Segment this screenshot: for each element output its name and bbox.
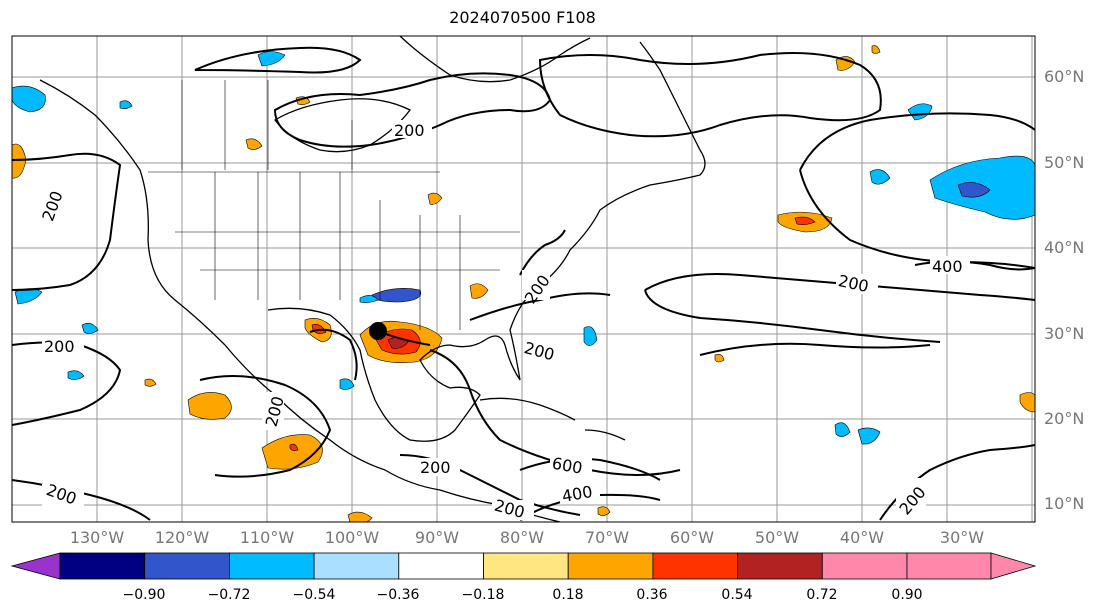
lon-label: 130°W bbox=[69, 528, 125, 547]
colorbar-segment bbox=[737, 552, 823, 580]
lat-label: 50°N bbox=[1044, 153, 1085, 172]
lat-label: 20°N bbox=[1044, 409, 1085, 428]
colorbar-tick-label: −0.90 bbox=[122, 587, 166, 603]
lat-label: 60°N bbox=[1044, 67, 1085, 86]
contour-label: 200 bbox=[44, 337, 75, 356]
colorbar-tick-label: −0.54 bbox=[292, 587, 336, 603]
colorbar-tick-label: 0.90 bbox=[891, 587, 923, 603]
map-title: 2024070500 F108 bbox=[449, 8, 596, 27]
lon-label: 100°W bbox=[324, 528, 380, 547]
colorbar-extend-low bbox=[10, 552, 61, 580]
map-frame bbox=[11, 35, 1036, 523]
colorbar-tick-label: 0.54 bbox=[721, 587, 753, 603]
contour-label: 400 bbox=[932, 257, 963, 276]
lon-label: 70°W bbox=[584, 528, 630, 547]
negative-anomaly-shading bbox=[12, 51, 1035, 445]
colorbar-segment bbox=[313, 552, 400, 580]
lon-label: 60°W bbox=[669, 528, 715, 547]
colorbar-tick-label: 0.18 bbox=[552, 587, 584, 603]
colorbar-segment bbox=[398, 552, 484, 580]
contour-label: 200 bbox=[420, 458, 451, 477]
colorbar-tick-label: 0.72 bbox=[806, 587, 838, 603]
lon-label: 80°W bbox=[499, 528, 545, 547]
colorbar-tick-label: −0.18 bbox=[461, 587, 505, 603]
colorbar-extend-high bbox=[990, 552, 1037, 580]
map-canvas: 200 200 200 200 200 200 200 200 200 200 … bbox=[12, 36, 1035, 522]
colorbar-segment bbox=[483, 552, 569, 580]
lon-label: 50°W bbox=[754, 528, 800, 547]
colorbar-segment bbox=[144, 552, 230, 580]
lon-label: 120°W bbox=[154, 528, 210, 547]
lon-label: 90°W bbox=[414, 528, 460, 547]
storm-track bbox=[377, 330, 431, 346]
contour-lines bbox=[12, 46, 1035, 521]
lat-label: 10°N bbox=[1044, 494, 1085, 513]
colorbar-segment bbox=[906, 552, 992, 580]
colorbar-tick-label: −0.72 bbox=[207, 587, 251, 603]
lat-label: 30°N bbox=[1044, 324, 1085, 343]
contour-label: 200 bbox=[394, 121, 425, 140]
colorbar-tick-label: −0.36 bbox=[376, 587, 420, 603]
coastlines bbox=[39, 36, 706, 522]
colorbar-segment bbox=[652, 552, 739, 580]
colorbar-segment bbox=[59, 552, 146, 580]
lat-label: 40°N bbox=[1044, 238, 1085, 257]
colorbar-segment bbox=[228, 552, 315, 580]
lon-label: 40°W bbox=[839, 528, 885, 547]
colorbar-tick-label: 0.36 bbox=[636, 587, 668, 603]
colorbar bbox=[10, 552, 1037, 580]
lon-label: 30°W bbox=[939, 528, 985, 547]
colorbar-segment bbox=[567, 552, 654, 580]
lon-label: 110°W bbox=[239, 528, 295, 547]
colorbar-segment bbox=[821, 552, 908, 580]
